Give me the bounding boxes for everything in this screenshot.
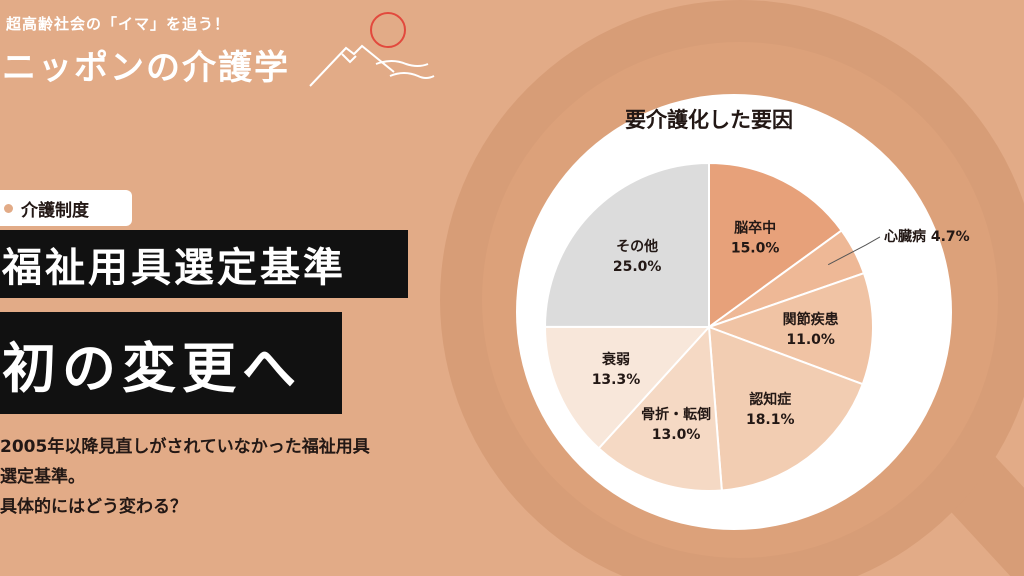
description-line-2: 選定基準。 (0, 467, 85, 487)
slice-label-4: 骨折・転倒 (641, 406, 711, 423)
mount-fuji-sun-logo (309, 12, 435, 87)
description-line-1: 2005年以降見直しがされていなかった福祉用具 (0, 437, 370, 457)
magnifier-handle (925, 435, 1024, 576)
slice-value-5: 13.3% (592, 372, 641, 388)
headline-line-1: 福祉用具選定基準 (0, 230, 408, 298)
pie-slice-3 (707, 325, 864, 492)
slice-label-5: 衰弱 (601, 351, 630, 368)
slice-value-0: 15.0% (731, 240, 780, 256)
brand-name: ニッポンの介護学 (2, 48, 290, 88)
slice-label-6: その他 (616, 238, 658, 255)
description-text: 2005年以降見直しがされていなかった福祉用具 選定基準。 具体的にはどう変わる… (0, 432, 440, 522)
pie-slice-4 (597, 324, 723, 492)
chart-title: 要介護化した要因 (625, 108, 793, 132)
description-line-3: 具体的にはどう変わる？ (0, 497, 187, 517)
pie-slice-5 (543, 325, 712, 450)
bullet-dot-icon (4, 203, 13, 213)
slice-label-0: 脳卒中 (734, 219, 776, 236)
slice-value-4: 13.0% (652, 427, 701, 443)
slice-label-2: 関節疾患 (783, 311, 839, 328)
category-label: 介護制度 (21, 200, 89, 221)
pie-slice-0 (708, 161, 843, 329)
brand-tagline: 超高齢社会の「イマ」を追う！ (6, 15, 231, 33)
slice-value-2: 11.0% (786, 332, 835, 348)
slice-label-1: 心臓病 4.7% (884, 228, 970, 245)
category-badge: 介護制度 (0, 190, 132, 226)
slice-label-3: 認知症 (749, 391, 791, 408)
slice-value-3: 18.1% (746, 412, 795, 428)
pie-slice-2 (706, 271, 874, 386)
slice-value-6: 25.0% (613, 259, 662, 275)
pie-slice-6 (543, 161, 710, 329)
brand-header: 超高齢社会の「イマ」を追う！ ニッポンの介護学 (0, 0, 440, 100)
leader-line-1 (827, 236, 881, 266)
headline-line-2: 初の変更へ (0, 312, 342, 414)
